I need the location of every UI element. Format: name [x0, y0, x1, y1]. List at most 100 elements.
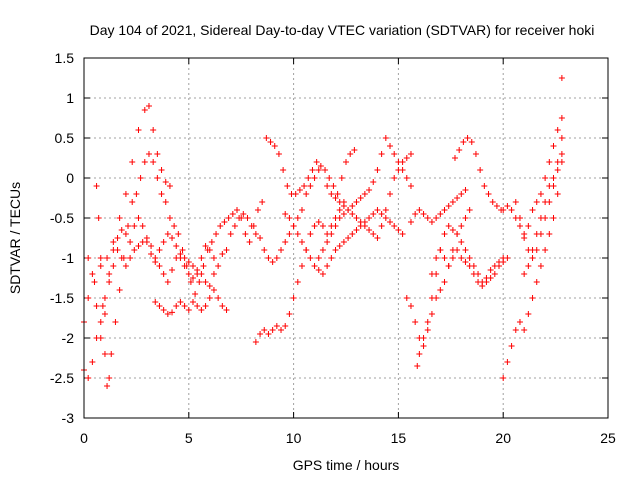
y-tick-label: -1	[62, 250, 75, 266]
data-point	[315, 255, 322, 261]
data-point	[361, 223, 368, 229]
data-point	[533, 279, 540, 285]
data-point	[106, 375, 113, 381]
data-point	[485, 191, 492, 197]
data-point	[328, 231, 335, 237]
data-point	[223, 247, 230, 253]
data-point	[257, 331, 264, 337]
data-point	[424, 319, 431, 325]
data-point	[496, 263, 503, 269]
data-point	[273, 323, 280, 329]
data-point	[326, 175, 333, 181]
data-point	[183, 263, 190, 269]
data-point	[210, 255, 217, 261]
x-tick-label: 5	[185, 430, 193, 446]
data-point	[257, 235, 264, 241]
data-point	[546, 159, 553, 165]
data-point	[370, 179, 377, 185]
data-point	[118, 227, 125, 233]
data-point	[529, 255, 536, 261]
data-point	[234, 207, 241, 213]
data-point	[309, 167, 316, 173]
data-point	[286, 311, 293, 317]
series-arc-5	[152, 287, 230, 317]
data-point	[387, 219, 394, 225]
data-point	[340, 239, 347, 245]
data-point	[154, 151, 161, 157]
data-point	[336, 243, 343, 249]
data-point	[558, 151, 565, 157]
data-point	[464, 135, 471, 141]
data-point	[181, 303, 188, 309]
data-point	[106, 271, 113, 277]
data-point	[324, 183, 331, 189]
data-point	[221, 219, 228, 225]
data-point	[198, 255, 205, 261]
data-point	[437, 211, 444, 217]
data-point	[143, 235, 150, 241]
series-arc-10	[324, 151, 414, 241]
data-point	[550, 175, 557, 181]
data-point	[403, 175, 410, 181]
data-point	[141, 159, 148, 165]
data-point	[164, 279, 171, 285]
data-point	[89, 271, 96, 277]
data-point	[145, 151, 152, 157]
data-point	[215, 263, 222, 269]
data-point	[395, 167, 402, 173]
data-point	[301, 183, 308, 189]
data-point	[324, 239, 331, 245]
data-point	[537, 215, 544, 221]
series-arc-14	[451, 135, 505, 213]
data-point	[558, 135, 565, 141]
data-point	[292, 191, 299, 197]
y-tick-label: -1.5	[50, 290, 74, 306]
data-point	[303, 247, 310, 253]
data-point	[315, 219, 322, 225]
series-arc-13	[428, 247, 511, 289]
data-point	[202, 303, 209, 309]
data-point	[366, 227, 373, 233]
data-point	[391, 151, 398, 157]
data-point	[472, 151, 479, 157]
data-point	[451, 155, 458, 161]
data-point	[150, 159, 157, 165]
data-point	[366, 187, 373, 193]
data-point	[215, 295, 222, 301]
data-point	[164, 311, 171, 317]
data-point	[127, 239, 134, 245]
data-point	[246, 239, 253, 245]
data-point	[332, 247, 339, 253]
data-point	[311, 223, 318, 229]
data-point	[361, 191, 368, 197]
data-point	[213, 231, 220, 237]
data-point	[479, 283, 486, 289]
data-point	[122, 191, 129, 197]
data-point	[407, 151, 414, 157]
data-point	[441, 279, 448, 285]
data-point	[353, 227, 360, 233]
data-point	[210, 271, 217, 277]
data-point	[110, 263, 117, 269]
data-point	[89, 359, 96, 365]
data-point	[169, 235, 176, 241]
data-point	[198, 271, 205, 277]
y-tick-label: -3	[62, 410, 75, 426]
series-arc-16	[500, 159, 565, 381]
data-point	[104, 255, 111, 261]
data-point	[382, 207, 389, 213]
data-point	[399, 231, 406, 237]
data-point	[129, 199, 136, 205]
data-point	[85, 255, 92, 261]
data-point	[298, 207, 305, 213]
grid-lines	[84, 58, 608, 418]
data-point	[145, 103, 152, 109]
data-point	[248, 223, 255, 229]
data-point	[521, 327, 528, 333]
data-point	[223, 307, 230, 313]
data-point	[387, 191, 394, 197]
plot-frame	[83, 57, 609, 419]
data-point	[156, 263, 163, 269]
data-point	[267, 139, 274, 145]
data-point	[366, 215, 373, 221]
